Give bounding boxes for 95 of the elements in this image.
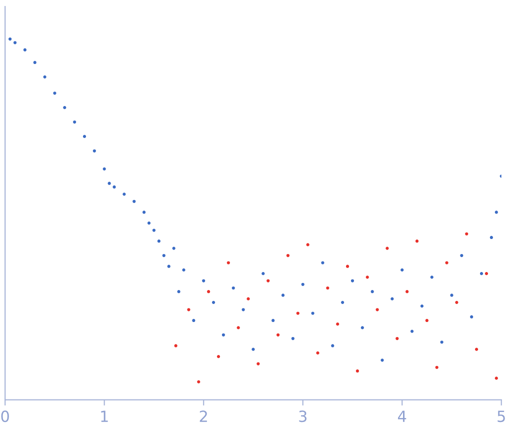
point bbox=[386, 246, 389, 250]
point bbox=[102, 167, 106, 170]
point bbox=[480, 272, 484, 276]
point bbox=[410, 330, 414, 333]
point bbox=[484, 272, 488, 276]
point bbox=[202, 279, 206, 282]
point bbox=[33, 60, 36, 64]
point bbox=[43, 75, 46, 78]
point bbox=[108, 182, 111, 185]
point bbox=[430, 276, 434, 279]
point bbox=[435, 366, 438, 369]
point bbox=[396, 336, 399, 340]
point bbox=[306, 243, 310, 246]
point bbox=[366, 276, 369, 279]
point bbox=[73, 120, 76, 124]
x-tick-label: 5 bbox=[498, 410, 505, 422]
point bbox=[232, 286, 235, 290]
point bbox=[157, 240, 160, 243]
point bbox=[490, 236, 493, 240]
point bbox=[336, 322, 340, 326]
point bbox=[226, 261, 230, 264]
point bbox=[470, 315, 474, 318]
point bbox=[356, 369, 359, 373]
point bbox=[242, 308, 245, 312]
point bbox=[132, 200, 136, 203]
point bbox=[286, 254, 290, 258]
point bbox=[147, 221, 151, 225]
point bbox=[122, 192, 126, 196]
point bbox=[92, 149, 96, 152]
point bbox=[177, 290, 180, 294]
point bbox=[142, 210, 146, 214]
point bbox=[276, 333, 280, 336]
point bbox=[197, 380, 200, 384]
point bbox=[222, 333, 226, 336]
point bbox=[455, 300, 458, 304]
point bbox=[236, 326, 240, 330]
point bbox=[465, 232, 468, 236]
point bbox=[311, 312, 314, 315]
point bbox=[296, 312, 300, 315]
point bbox=[415, 240, 419, 243]
point bbox=[246, 297, 250, 300]
point bbox=[406, 290, 409, 294]
point bbox=[475, 348, 478, 351]
point bbox=[272, 318, 275, 322]
point bbox=[216, 355, 220, 358]
point bbox=[360, 326, 364, 330]
point bbox=[321, 261, 324, 264]
point bbox=[400, 268, 404, 272]
point bbox=[390, 297, 394, 300]
point bbox=[162, 254, 166, 258]
point bbox=[341, 300, 344, 304]
point bbox=[450, 294, 454, 297]
point bbox=[316, 351, 320, 354]
point bbox=[281, 294, 285, 297]
point bbox=[420, 304, 424, 308]
point bbox=[445, 261, 448, 264]
point bbox=[331, 344, 334, 348]
point bbox=[256, 362, 260, 366]
point bbox=[252, 348, 255, 351]
point bbox=[82, 134, 86, 138]
point bbox=[370, 290, 374, 294]
point bbox=[346, 264, 350, 268]
point bbox=[63, 106, 66, 110]
point bbox=[376, 308, 379, 312]
point bbox=[172, 246, 176, 250]
point bbox=[182, 268, 186, 272]
point bbox=[13, 41, 17, 44]
point bbox=[174, 344, 178, 348]
point bbox=[152, 228, 156, 232]
point bbox=[187, 308, 190, 312]
point bbox=[291, 336, 294, 340]
point bbox=[494, 210, 498, 214]
x-tick-label: 4 bbox=[398, 410, 406, 422]
point bbox=[425, 318, 428, 322]
point bbox=[301, 282, 304, 286]
x-tick-label: 3 bbox=[299, 410, 306, 422]
point bbox=[460, 254, 464, 258]
point bbox=[53, 92, 56, 95]
point bbox=[192, 318, 196, 322]
point bbox=[8, 37, 12, 41]
x-tick-label: 1 bbox=[101, 410, 108, 422]
point bbox=[266, 279, 270, 282]
point bbox=[23, 48, 26, 52]
point bbox=[212, 300, 216, 304]
x-tick-label: 0 bbox=[1, 410, 9, 422]
point bbox=[326, 286, 330, 290]
x-tick-label: 2 bbox=[200, 410, 207, 422]
point bbox=[380, 358, 384, 362]
point bbox=[207, 290, 210, 294]
point bbox=[494, 376, 498, 380]
point bbox=[350, 279, 354, 282]
point bbox=[440, 340, 444, 344]
point bbox=[262, 272, 265, 276]
point bbox=[167, 264, 170, 268]
point bbox=[112, 185, 116, 189]
